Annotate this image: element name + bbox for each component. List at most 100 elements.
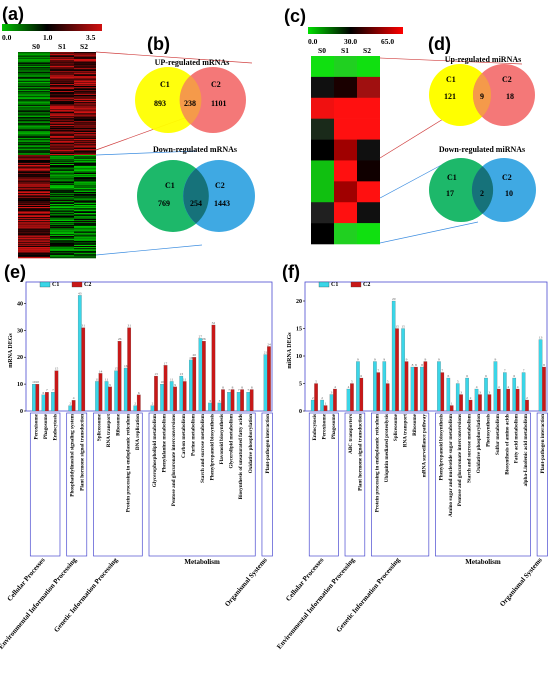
chart-e-bar-value-c2: 8	[232, 385, 234, 389]
chart-f-ylabel: miRNA DEGs	[287, 332, 293, 369]
heatmap-a-cell	[50, 135, 74, 137]
heatmap-a-cell	[50, 252, 74, 254]
chart-e-bar-c2	[108, 386, 112, 412]
chart-e-bar-value-c1: 19	[189, 356, 193, 360]
chart-e-ytick-label: 0	[20, 409, 23, 415]
chart-f-group-box	[344, 412, 366, 557]
heatmap-a-cell	[74, 66, 96, 68]
heatmap-a-cell	[74, 153, 96, 155]
heatmap-a-cell	[50, 227, 74, 229]
panel-label-a: (a)	[2, 4, 24, 24]
chart-f-bar-c1	[410, 366, 415, 412]
heatmap-a-cell	[74, 226, 96, 228]
chart-f-bar-c1	[512, 377, 517, 412]
heatmap-a-cell	[74, 176, 96, 178]
heatmap-a-cell	[18, 91, 50, 93]
chart-e-bar-value-c2: 26	[202, 337, 206, 341]
heatmap-a-cell	[74, 75, 96, 77]
heatmap-a-cell	[50, 236, 74, 238]
heatmap-a-cell	[18, 94, 50, 96]
chart-e-category-label: Peroxisome	[33, 413, 39, 439]
heatmap-a-cell	[50, 86, 74, 88]
heatmap-a-cell	[50, 253, 74, 255]
heatmap-a-cell	[74, 185, 96, 187]
heatmap-a-cell	[50, 206, 74, 208]
heatmap-a-cell	[74, 195, 96, 197]
heatmap-c-cell	[311, 223, 334, 245]
venn-d-down-c2-only: 10	[505, 189, 513, 198]
heatmap-a-cell	[74, 85, 96, 87]
heatmap-a-cell	[50, 237, 74, 239]
chart-f-bar-c2	[440, 372, 445, 412]
heatmap-a-cell	[18, 88, 50, 90]
heatmap-a-cell	[18, 100, 50, 102]
heatmap-a-cell	[74, 216, 96, 218]
heatmap-a-cell	[50, 159, 74, 161]
heatmap-a-cell	[74, 72, 96, 74]
heatmap-a-cell	[50, 223, 74, 225]
heatmap-a-cell	[50, 164, 74, 166]
heatmap-a-cell	[18, 126, 50, 128]
chart-f-category-label: Fatty acid metabolism	[514, 413, 520, 463]
heatmap-a-cell	[18, 108, 50, 110]
chart-f-category-label: alpha-Linolenic acid metabolism	[523, 413, 529, 486]
venn-b-down: Down-regulated mRNAs C1 C2 769 254 1443	[137, 145, 255, 232]
chart-f-category-label: Ribosome	[412, 413, 418, 436]
heatmap-a-cell	[74, 91, 96, 93]
heatmap-a-cell	[18, 198, 50, 200]
chart-e-bar-value-c1: 7	[52, 388, 54, 392]
chart-e-bar-c2	[249, 389, 254, 412]
chart-f-ytick-label: 5	[299, 382, 302, 388]
heatmap-a-cell	[18, 192, 50, 194]
heatmap-a-cell	[74, 52, 96, 54]
chart-e-category-label: DNA replication	[135, 414, 141, 450]
heatmap-a-cell	[74, 103, 96, 105]
chart-e-bar-c2	[211, 324, 216, 412]
heatmap-a-cell	[74, 113, 96, 115]
heatmap-a-cell	[74, 207, 96, 209]
heatmap-a-cell	[74, 257, 96, 259]
heatmap-a-cell	[50, 114, 74, 116]
heatmap-a-cell	[74, 255, 96, 257]
heatmap-a-cell	[18, 129, 50, 131]
heatmap-a-tick-high: 3.5	[86, 33, 96, 42]
chart-f-bar-c1	[465, 377, 469, 412]
chart-f-bar-c1	[493, 361, 498, 412]
heatmap-a-cell	[18, 247, 50, 249]
chart-f-category-label: Sulfur metabolism	[495, 413, 501, 455]
chart-e-bar-value-c2: 4	[73, 396, 75, 400]
heatmap-a-cell	[18, 127, 50, 129]
heatmap-a-cell	[74, 84, 96, 86]
chart-f-bar-c1	[401, 328, 405, 412]
heatmap-a-cell	[74, 135, 96, 137]
chart-f-category-label: Phenylpropanoid biosynthesis	[438, 414, 444, 480]
heatmap-a-cell	[18, 135, 50, 137]
heatmap-a-cell	[18, 139, 50, 141]
heatmap-c-cell	[357, 76, 380, 99]
chart-e-ytick-label: 30	[17, 328, 23, 334]
heatmap-a-cell	[74, 61, 96, 63]
heatmap-a-cell	[18, 81, 50, 83]
heatmap-a-cell	[50, 126, 74, 128]
chart-f-bar-c2	[478, 394, 482, 412]
heatmap-a-cell	[50, 166, 74, 168]
heatmap-a-cell	[50, 63, 74, 65]
heatmap-a-cell	[18, 180, 50, 182]
heatmap-a-cell	[18, 86, 50, 88]
heatmap-a-cell	[18, 214, 50, 216]
heatmap-a-cell	[74, 184, 96, 186]
chart-f-bar-c2	[468, 399, 473, 412]
heatmap-a-cell	[18, 170, 50, 172]
chart-e-bar-value-c1: 11	[95, 377, 99, 381]
chart-e-bar-c1	[263, 354, 268, 412]
heatmap-a-cell	[74, 88, 96, 90]
heatmap-a-cell	[74, 232, 96, 234]
heatmap-a-cell	[18, 166, 50, 168]
heatmap-a-cell	[50, 93, 74, 95]
heatmap-a-cell	[50, 247, 74, 249]
heatmap-a-cell	[50, 56, 74, 58]
chart-e-bar-value-c1: 6	[43, 391, 45, 395]
heatmap-a-cell	[18, 97, 50, 99]
heatmap-a-cell	[50, 53, 74, 55]
heatmap-a-cell	[18, 254, 50, 256]
